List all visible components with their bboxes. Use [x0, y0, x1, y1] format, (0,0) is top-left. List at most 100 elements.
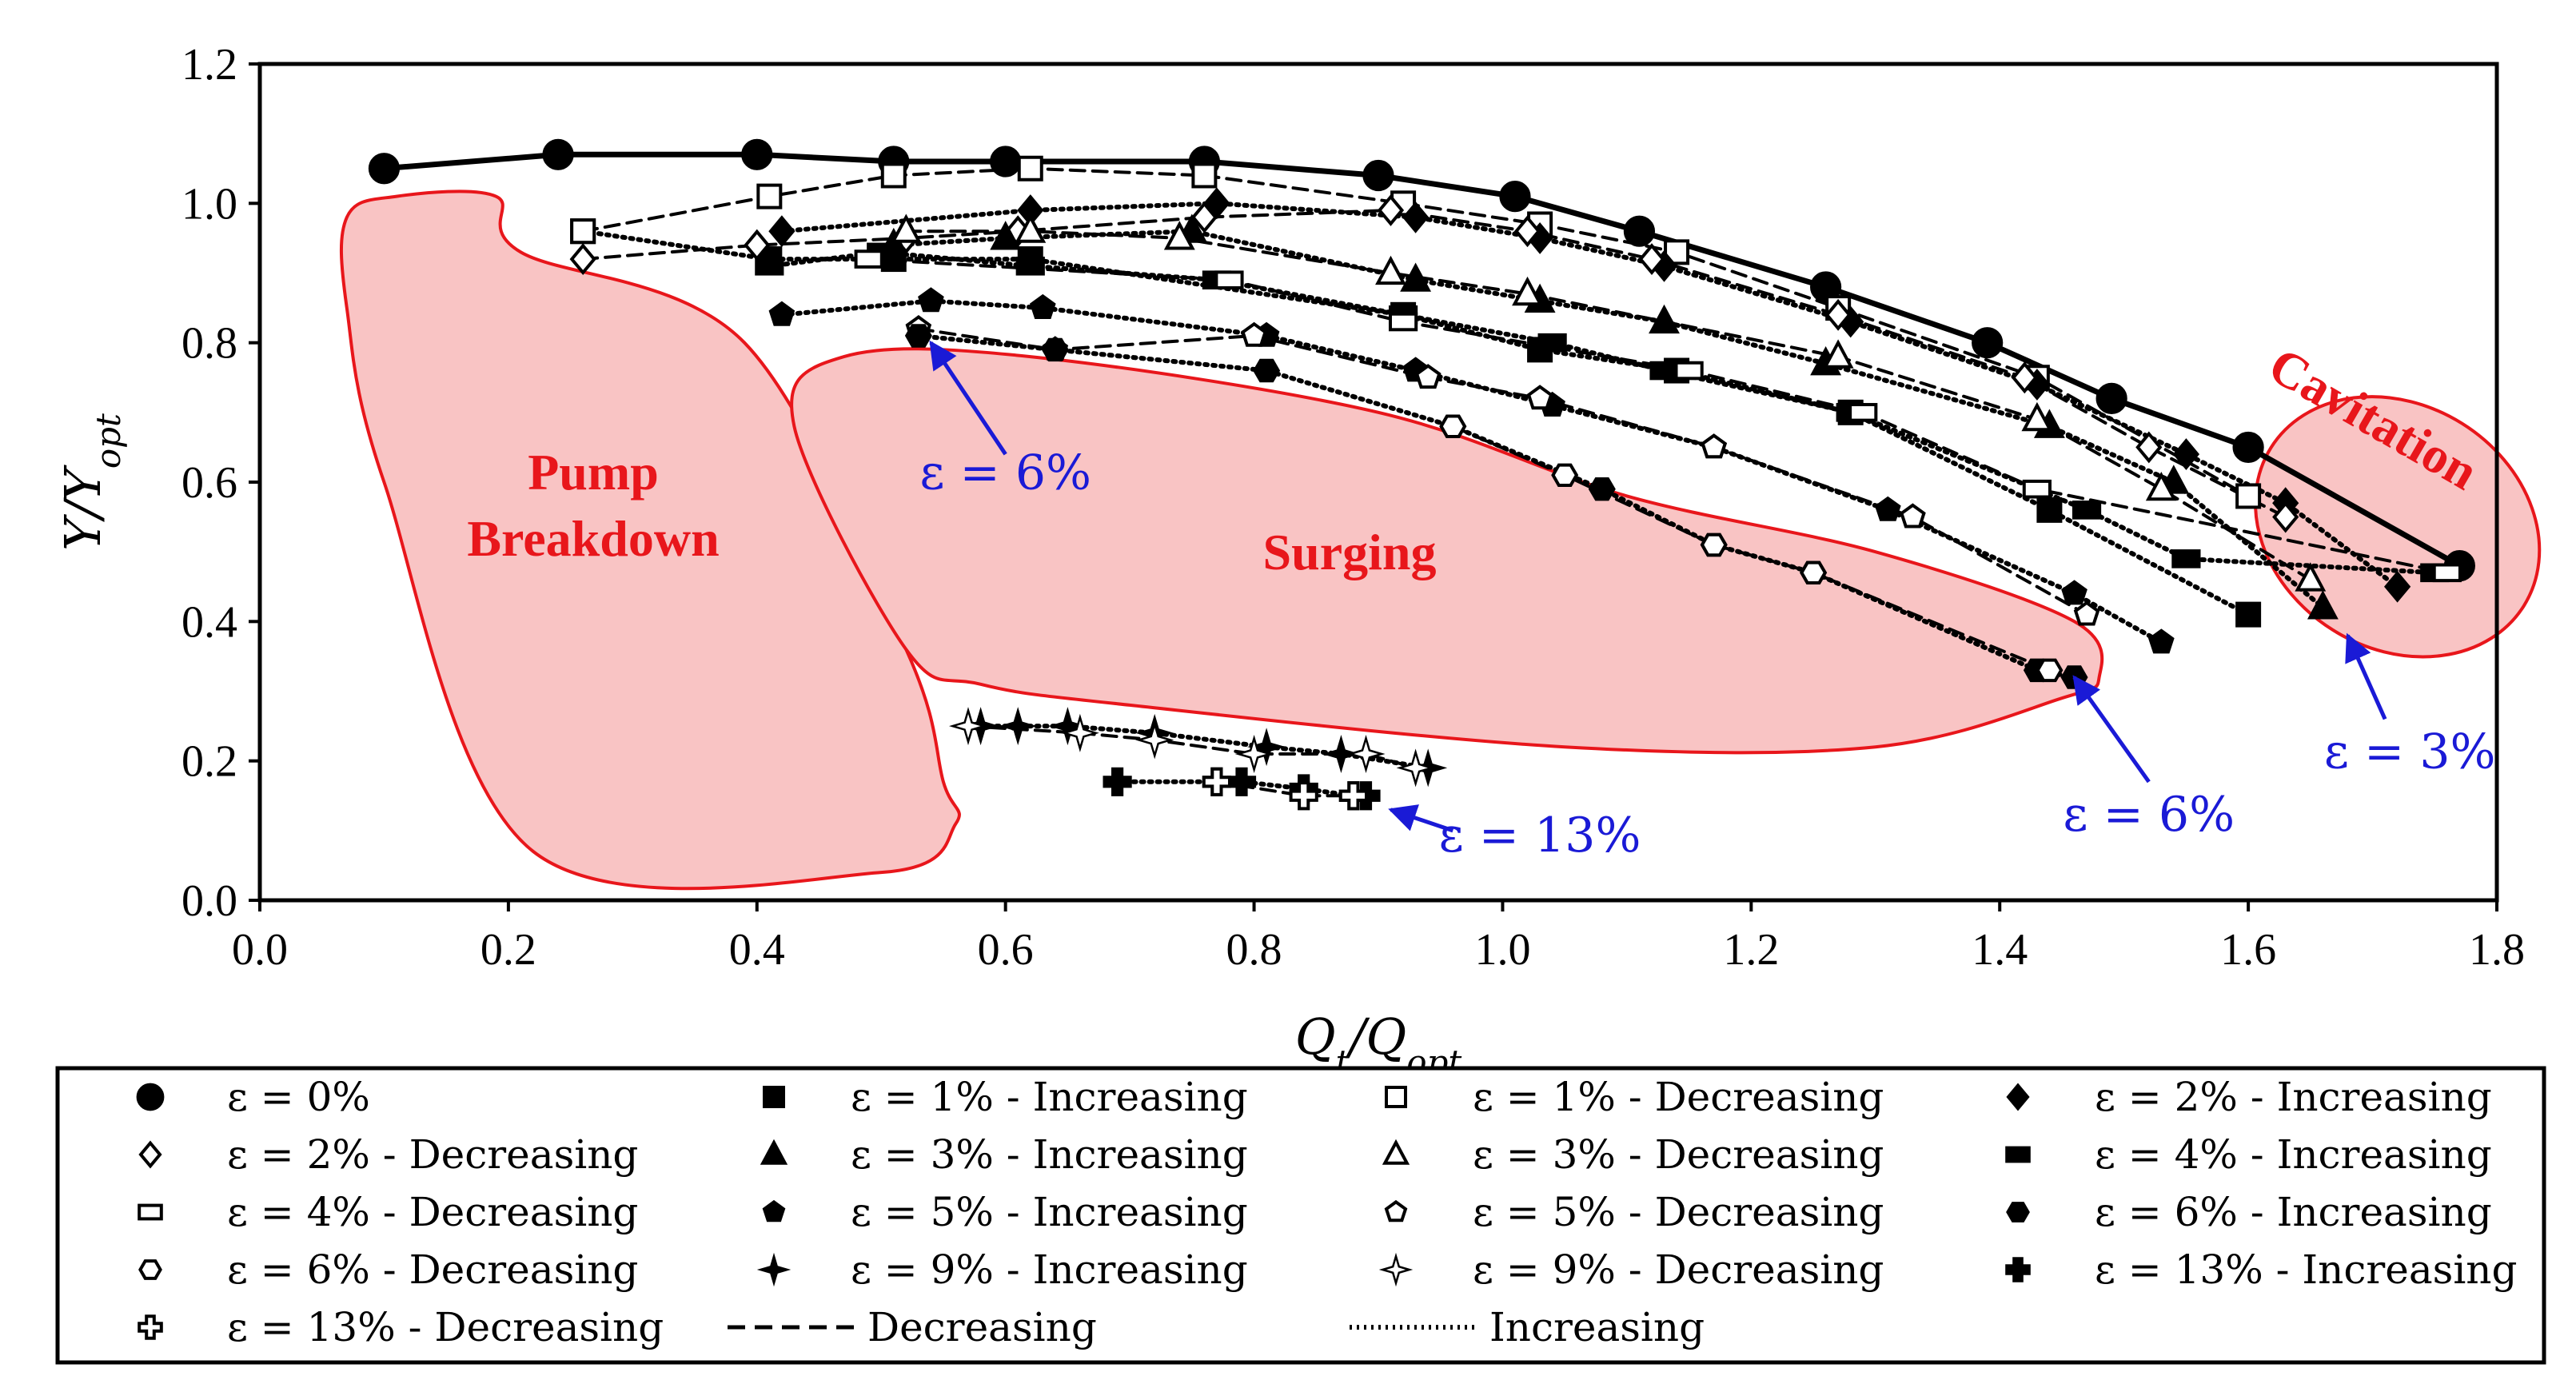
marker-eps-9pct-decreasing [1396, 748, 1435, 788]
marker-eps-6pct-decreasing [1551, 463, 1579, 487]
marker-eps-4pct-decreasing [854, 249, 883, 269]
marker-eps-9pct-decreasing [1346, 734, 1386, 774]
legend-label-decreasing: Decreasing [867, 1304, 1097, 1350]
marker-eps-2pct-decreasing [1190, 201, 1218, 233]
marker-eps-6pct-decreasing [1700, 532, 1728, 557]
marker-eps-4pct-decreasing [2432, 563, 2462, 583]
marker-eps-0pct [741, 138, 773, 170]
legend-label-eps-0pct: ε = 0% [227, 1074, 370, 1120]
epsilon-arrow [2072, 675, 2151, 784]
epsilon-label: ε = 13% [1439, 808, 1641, 864]
x-tick-label: 0.6 [978, 925, 1034, 975]
marker-eps-3pct-decreasing [1512, 276, 1543, 306]
marker-eps-2pct-decreasing [2135, 431, 2163, 464]
marker-eps-4pct-decreasing [2022, 479, 2052, 499]
marker-eps-1pct-decreasing [1191, 162, 1218, 189]
marker-eps-2pct-increasing [2172, 438, 2200, 471]
marker-eps-5pct-increasing [1029, 293, 1056, 319]
marker-eps-5pct-decreasing [1414, 364, 1442, 389]
marker-eps-2pct-decreasing [1377, 194, 1405, 226]
marker-eps-1pct-decreasing [880, 162, 907, 189]
marker-eps-4pct-increasing [755, 256, 784, 276]
legend-label-eps-4pct-increasing: ε = 4% - Increasing [2095, 1131, 2492, 1178]
x-tick-label: 1.2 [1723, 925, 1779, 975]
marker-eps-0pct [1499, 181, 1531, 213]
marker-eps-4pct-decreasing [1848, 403, 1878, 422]
x-tick-label: 0.4 [729, 925, 785, 975]
x-tick-label: 0.0 [232, 925, 288, 975]
legend-label-eps-2pct-increasing: ε = 2% - Increasing [2095, 1074, 2492, 1120]
marker-eps-3pct-decreasing [2021, 401, 2053, 432]
marker-eps-5pct-increasing [2147, 628, 2175, 654]
epsilon-arrow [929, 340, 1007, 456]
epsilon-arrow [2345, 632, 2387, 720]
marker-eps-0pct [1623, 215, 1656, 247]
marker-eps-0pct [2095, 382, 2127, 414]
legend-marker-eps-3pct-decreasing [1382, 1139, 1410, 1165]
marker-eps-9pct-decreasing [1135, 720, 1174, 760]
marker-eps-0pct [990, 146, 1022, 177]
marker-eps-2pct-decreasing [569, 243, 596, 276]
marker-eps-3pct-decreasing [2295, 562, 2327, 592]
y-tick-label: 0.2 [181, 737, 237, 787]
legend-label-increasing: Increasing [1489, 1304, 1705, 1350]
legend-label-eps-3pct-decreasing: ε = 3% - Decreasing [1473, 1131, 1884, 1178]
legend-label-eps-9pct-decreasing: ε = 9% - Decreasing [1473, 1246, 1884, 1293]
marker-eps-13pct-decreasing [1202, 767, 1231, 796]
marker-eps-6pct-decreasing [2036, 658, 2064, 683]
annotation-regions [339, 189, 2542, 891]
x-tick-label: 1.0 [1474, 925, 1530, 975]
marker-eps-0pct [368, 153, 401, 185]
epsilon-label: ε = 6% [919, 445, 1091, 501]
marker-eps-5pct-decreasing [1241, 321, 1267, 347]
marker-eps-9pct-increasing [1322, 734, 1361, 774]
marker-eps-6pct-decreasing [1800, 560, 1828, 584]
marker-eps-13pct-increasing [1103, 767, 1132, 796]
marker-eps-3pct-increasing [1400, 262, 1432, 292]
marker-eps-2pct-decreasing [1638, 243, 1665, 276]
marker-eps-5pct-decreasing [2073, 600, 2100, 626]
legend-marker-eps-2pct-increasing [2006, 1083, 2030, 1111]
legend-marker-eps-4pct-decreasing [138, 1203, 163, 1221]
legend-box [55, 1066, 2546, 1365]
axis-ticks: 0.0 0.2 0.4 0.6 0.8 1.0 1.2 1.4 1.6 1.8 0.0 0.2 0.4 0… [181, 40, 2525, 975]
legend-label-eps-5pct-decreasing: ε = 5% - Decreasing [1473, 1189, 1884, 1235]
x-tick-label: 0.2 [481, 925, 536, 975]
marker-eps-13pct-decreasing [1289, 781, 1318, 811]
legend-marker-eps-5pct-increasing [762, 1199, 786, 1222]
legend-marker-eps-1pct-increasing [763, 1086, 785, 1108]
marker-eps-2pct-increasing [1402, 201, 1430, 233]
series-markers [368, 138, 2475, 811]
marker-eps-9pct-increasing [1247, 728, 1286, 767]
legend-label-eps-9pct-increasing: ε = 9% - Increasing [851, 1246, 1248, 1293]
marker-eps-6pct-increasing [904, 324, 932, 348]
marker-eps-0pct [1972, 327, 2004, 359]
legend: ε = 0% ε = 1% - Increasing ε = 1% - Decrea… [136, 1074, 2518, 1350]
pump-breakdown-label-line-1: Pump [528, 444, 659, 501]
marker-eps-2pct-increasing [768, 215, 796, 248]
legend-label-eps-1pct-increasing: ε = 1% - Increasing [851, 1074, 1248, 1120]
legend-marker-eps-13pct-decreasing [138, 1314, 163, 1340]
legend-label-eps-6pct-increasing: ε = 6% - Increasing [2095, 1189, 2492, 1235]
marker-eps-3pct-decreasing [2145, 471, 2177, 501]
epsilon-annotations: ε = 6% ε = 6% ε = 3% ε = 13% [919, 340, 2496, 864]
marker-eps-5pct-increasing [2061, 580, 2088, 605]
marker-eps-1pct-increasing [2235, 601, 2262, 628]
marker-eps-9pct-decreasing [1060, 713, 1099, 752]
marker-eps-3pct-decreasing [1015, 213, 1047, 243]
legend-marker-eps-9pct-decreasing [1378, 1252, 1414, 1287]
marker-eps-5pct-increasing [1874, 496, 1901, 521]
y-axis-title: Υ/Υopt [54, 413, 128, 551]
marker-eps-3pct-decreasing [1375, 255, 1406, 285]
series-line-eps-6pct-decreasing [1451, 425, 2052, 672]
marker-eps-4pct-increasing [1649, 361, 1679, 381]
epsilon-label: ε = 3% [2324, 724, 2496, 780]
cavitation-region [2254, 395, 2542, 659]
marker-eps-9pct-decreasing [1234, 734, 1274, 774]
legend-marker-eps-0pct [136, 1083, 165, 1111]
legend-marker-eps-3pct-increasing [760, 1139, 788, 1165]
y-tick-label: 0.4 [181, 597, 237, 647]
marker-eps-6pct-increasing [2060, 665, 2088, 689]
legend-label-eps-13pct-decreasing: ε = 13% - Decreasing [227, 1304, 664, 1350]
x-tick-label: 1.6 [2220, 925, 2276, 975]
